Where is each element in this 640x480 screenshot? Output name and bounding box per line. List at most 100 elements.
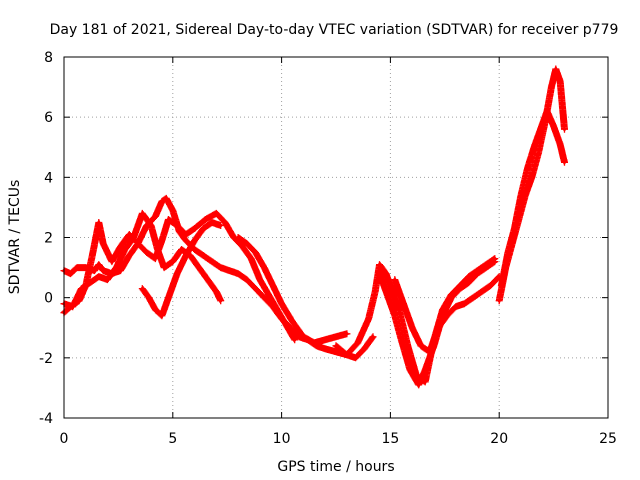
data-point bbox=[549, 85, 554, 89]
data-point bbox=[334, 350, 338, 354]
data-point bbox=[271, 284, 275, 288]
data-point bbox=[192, 238, 197, 243]
data-point bbox=[232, 235, 236, 240]
data-point bbox=[538, 127, 543, 131]
data-point bbox=[290, 320, 295, 324]
data-point bbox=[175, 223, 179, 228]
x-tick-label: 15 bbox=[381, 431, 399, 447]
data-point bbox=[97, 275, 101, 279]
data-point bbox=[293, 338, 297, 342]
data-point bbox=[334, 335, 338, 339]
data-point bbox=[140, 211, 144, 216]
data-point bbox=[92, 268, 97, 273]
series-track-3 bbox=[60, 209, 225, 311]
x-tick-label: 5 bbox=[168, 431, 177, 447]
tick-layer: 0 5 10 15 20 25 -4 -2 0 2 4 6 8 bbox=[39, 50, 617, 447]
data-point bbox=[525, 166, 530, 170]
points-layer bbox=[60, 65, 568, 389]
data-point bbox=[236, 235, 240, 240]
data-point bbox=[123, 247, 127, 252]
data-point bbox=[118, 268, 123, 273]
data-point bbox=[353, 356, 358, 360]
x-tick-label: 20 bbox=[490, 431, 508, 447]
data-point bbox=[245, 241, 249, 246]
data-point bbox=[301, 335, 305, 339]
data-point bbox=[362, 347, 366, 351]
y-tick-label: -4 bbox=[39, 411, 53, 427]
series-track-4 bbox=[138, 219, 225, 320]
data-point bbox=[384, 290, 388, 294]
data-point bbox=[445, 314, 449, 318]
grid-layer bbox=[64, 57, 608, 418]
data-point bbox=[201, 226, 205, 231]
data-point bbox=[401, 302, 406, 306]
data-point bbox=[436, 326, 440, 330]
data-point bbox=[192, 247, 197, 252]
data-point bbox=[384, 272, 388, 276]
data-point bbox=[253, 250, 258, 255]
chart-title: Day 181 of 2021, Sidereal Day-to-day VTE… bbox=[50, 22, 619, 38]
data-point bbox=[101, 268, 105, 273]
data-point bbox=[101, 241, 105, 246]
data-point bbox=[155, 247, 160, 252]
y-tick-label: 0 bbox=[44, 291, 53, 307]
data-point bbox=[162, 265, 166, 270]
x-tick-label: 10 bbox=[273, 431, 291, 447]
data-point bbox=[88, 281, 92, 285]
data-point bbox=[179, 247, 184, 252]
data-point bbox=[393, 278, 397, 282]
data-point bbox=[323, 338, 327, 342]
data-point bbox=[127, 232, 131, 237]
data-point bbox=[253, 287, 258, 291]
data-point bbox=[258, 278, 262, 282]
data-point bbox=[240, 244, 245, 249]
data-point bbox=[449, 296, 453, 300]
data-point bbox=[97, 262, 101, 267]
data-point bbox=[562, 160, 567, 164]
y-tick-label: 2 bbox=[44, 231, 53, 247]
x-axis-label: GPS time / hours bbox=[277, 459, 394, 475]
y-tick-label: 6 bbox=[44, 110, 53, 126]
data-point bbox=[345, 332, 349, 336]
data-point bbox=[132, 235, 136, 240]
data-point bbox=[427, 350, 432, 354]
data-point bbox=[471, 296, 475, 300]
data-point bbox=[249, 256, 253, 261]
data-point bbox=[397, 308, 401, 312]
data-point bbox=[184, 253, 188, 258]
data-point bbox=[110, 259, 114, 264]
data-point bbox=[488, 284, 493, 288]
data-point bbox=[536, 151, 540, 155]
x-tick-label: 25 bbox=[599, 431, 617, 447]
data-point bbox=[203, 217, 208, 222]
data-point bbox=[171, 259, 175, 264]
data-point bbox=[219, 265, 223, 270]
data-point bbox=[393, 314, 397, 318]
data-point bbox=[197, 265, 201, 270]
data-point bbox=[475, 272, 480, 276]
data-point bbox=[97, 220, 101, 225]
data-point bbox=[71, 305, 75, 309]
data-point bbox=[127, 253, 131, 258]
series-track-8 bbox=[391, 273, 503, 356]
data-point bbox=[140, 287, 144, 291]
data-point bbox=[160, 238, 164, 243]
data-point bbox=[312, 341, 316, 345]
data-point bbox=[562, 127, 567, 131]
data-point bbox=[164, 196, 168, 200]
data-point bbox=[419, 344, 423, 348]
data-point bbox=[519, 193, 523, 197]
data-point bbox=[262, 296, 266, 300]
data-point bbox=[497, 299, 501, 303]
series-track-6 bbox=[332, 255, 499, 386]
data-point bbox=[532, 145, 536, 149]
data-point bbox=[467, 275, 471, 279]
data-point bbox=[160, 314, 164, 318]
data-point bbox=[458, 287, 462, 291]
data-point bbox=[530, 175, 534, 179]
data-point bbox=[227, 268, 231, 273]
x-tick-label: 0 bbox=[60, 431, 69, 447]
data-point bbox=[201, 253, 205, 258]
data-point bbox=[147, 296, 151, 300]
data-point bbox=[136, 241, 140, 246]
